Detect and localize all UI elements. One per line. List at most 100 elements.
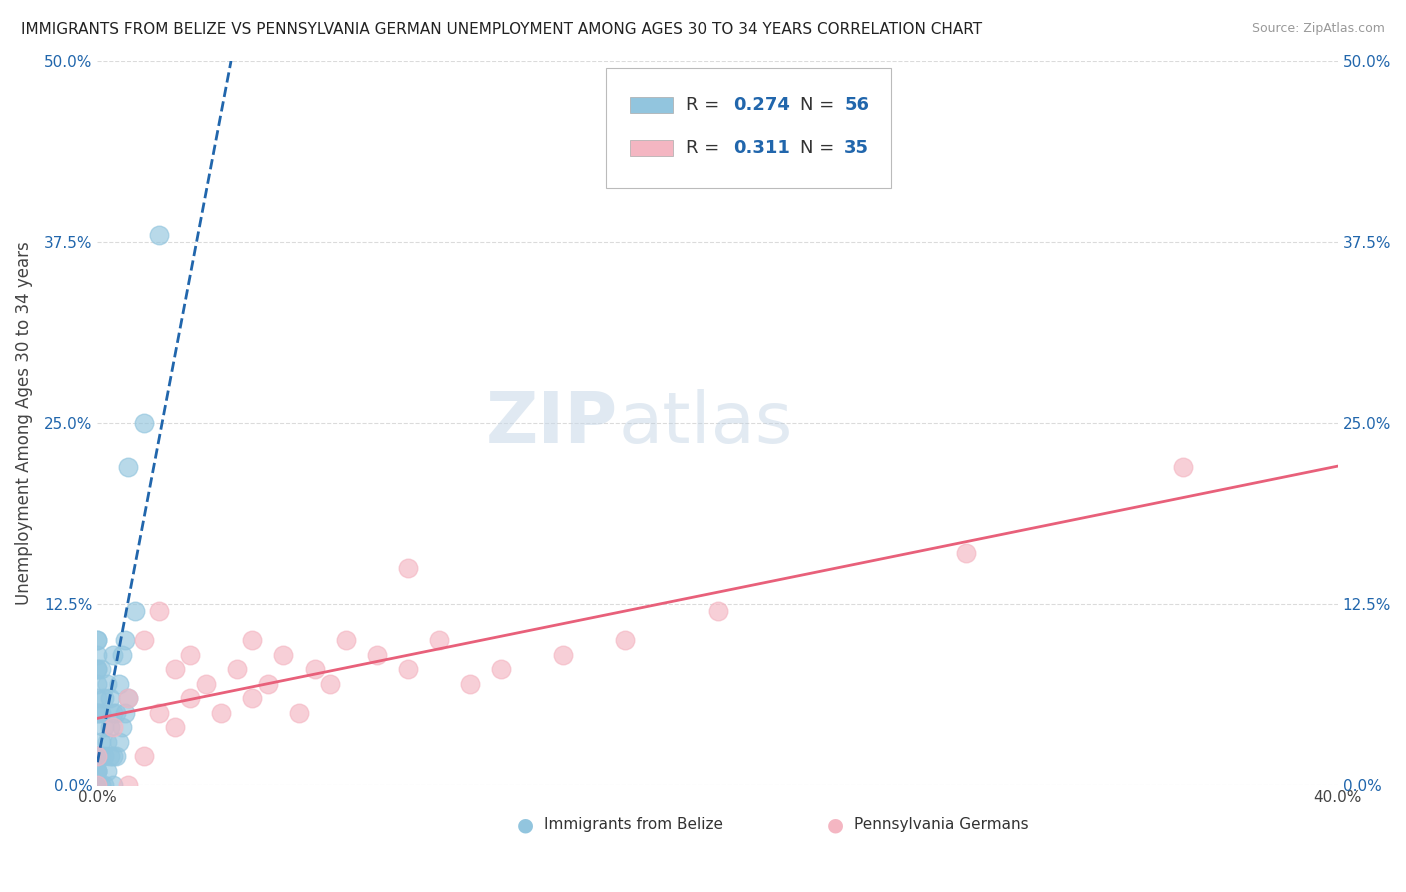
Point [101, 778, 124, 792]
Point [195, 677, 218, 691]
Point [132, 633, 155, 648]
Point [86, 778, 108, 792]
Point [86, 749, 108, 764]
Point [98, 691, 121, 706]
Point [105, 706, 128, 720]
Point [86, 749, 108, 764]
Point [124, 604, 146, 618]
Point [86, 778, 108, 792]
Point [86, 778, 108, 792]
Point [304, 662, 326, 676]
Text: N =: N = [800, 139, 839, 157]
Text: 0.274: 0.274 [733, 95, 790, 113]
Point [86, 778, 108, 792]
Text: R =: R = [686, 95, 724, 113]
Point [955, 546, 977, 560]
Point [319, 677, 342, 691]
Point [613, 633, 636, 648]
Point [132, 416, 155, 430]
Text: R =: R = [686, 139, 730, 157]
Point [396, 662, 419, 676]
Point [86, 778, 108, 792]
Point [86, 749, 108, 764]
FancyBboxPatch shape [630, 96, 673, 112]
Point [93, 691, 115, 706]
Point [101, 720, 124, 734]
Y-axis label: Unemployment Among Ages 30 to 34 years: Unemployment Among Ages 30 to 34 years [15, 241, 32, 605]
Point [111, 720, 134, 734]
Point [86, 648, 108, 662]
Point [114, 706, 136, 720]
Point [366, 648, 388, 662]
Point [96, 677, 118, 691]
Point [86, 778, 108, 792]
FancyBboxPatch shape [606, 69, 891, 188]
Point [86, 778, 108, 792]
Point [90, 778, 112, 792]
Point [90, 662, 112, 676]
Point [108, 677, 131, 691]
Point [242, 691, 264, 706]
Point [111, 648, 134, 662]
Point [86, 778, 108, 792]
Point [86, 633, 108, 648]
Point [179, 691, 201, 706]
Point [86, 662, 108, 676]
Text: ●: ● [827, 815, 844, 834]
Point [427, 633, 450, 648]
Point [96, 764, 118, 778]
Point [90, 734, 112, 748]
Point [396, 561, 419, 575]
Point [101, 648, 124, 662]
Point [489, 662, 512, 676]
Point [117, 691, 139, 706]
Point [86, 764, 108, 778]
Point [148, 604, 170, 618]
Point [288, 706, 311, 720]
Point [211, 706, 233, 720]
Point [93, 778, 115, 792]
Point [148, 706, 170, 720]
Text: Immigrants from Belize: Immigrants from Belize [544, 817, 723, 832]
Point [86, 778, 108, 792]
Point [163, 662, 186, 676]
Point [90, 749, 112, 764]
Point [226, 662, 249, 676]
Point [86, 691, 108, 706]
Point [1171, 459, 1194, 474]
Point [86, 633, 108, 648]
Point [132, 749, 155, 764]
Point [242, 633, 264, 648]
Point [273, 648, 295, 662]
Point [93, 720, 115, 734]
Point [98, 720, 121, 734]
Point [90, 706, 112, 720]
Point [86, 706, 108, 720]
Point [148, 227, 170, 242]
Text: 35: 35 [844, 139, 869, 157]
Text: 0.311: 0.311 [733, 139, 790, 157]
Point [101, 706, 124, 720]
Point [101, 749, 124, 764]
Point [86, 764, 108, 778]
Point [86, 778, 108, 792]
Point [93, 749, 115, 764]
Point [105, 749, 128, 764]
Point [335, 633, 357, 648]
Point [86, 764, 108, 778]
Point [86, 706, 108, 720]
Point [458, 677, 481, 691]
Text: 56: 56 [844, 95, 869, 113]
Point [179, 648, 201, 662]
Point [117, 691, 139, 706]
Text: Source: ZipAtlas.com: Source: ZipAtlas.com [1251, 22, 1385, 36]
Point [86, 778, 108, 792]
Point [114, 633, 136, 648]
Text: Pennsylvania Germans: Pennsylvania Germans [853, 817, 1029, 832]
Point [86, 677, 108, 691]
Text: N =: N = [800, 95, 839, 113]
Point [117, 778, 139, 792]
Point [257, 677, 280, 691]
Point [551, 648, 574, 662]
Point [98, 749, 121, 764]
